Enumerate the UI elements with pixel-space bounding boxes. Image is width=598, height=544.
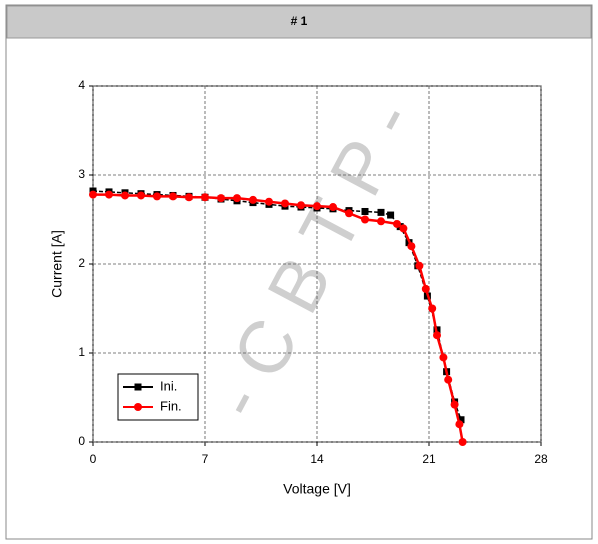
point [361, 215, 369, 224]
header-bar [6, 5, 592, 39]
point [281, 199, 289, 208]
point [399, 224, 408, 233]
x-tick-label: 14 [310, 452, 324, 466]
panel-border [5, 4, 593, 540]
point [345, 209, 353, 218]
y-tick-label: 1 [78, 345, 85, 359]
legend-marker [134, 403, 142, 411]
point [377, 208, 385, 216]
point [377, 217, 385, 226]
point [121, 191, 129, 200]
point [217, 194, 225, 203]
point [313, 202, 321, 211]
point [393, 219, 401, 228]
point [265, 197, 273, 206]
x-axis-label: Voltage [V] [283, 481, 351, 497]
x-tick-label: 28 [534, 452, 548, 466]
point [455, 420, 464, 429]
point [153, 192, 161, 201]
point [428, 304, 437, 313]
y-tick-label: 2 [78, 256, 85, 270]
point [249, 195, 257, 204]
point [329, 203, 337, 212]
point [233, 194, 241, 203]
point [185, 193, 193, 202]
point [89, 190, 97, 199]
y-tick-label: 3 [78, 167, 85, 181]
point [137, 191, 145, 200]
point [105, 190, 113, 199]
point [361, 207, 369, 215]
legend-marker [134, 383, 142, 391]
x-tick-label: 7 [202, 452, 209, 466]
point [421, 284, 430, 293]
point [450, 400, 459, 409]
legend-label: Fin. [160, 398, 182, 413]
x-tick-label: 0 [90, 452, 97, 466]
point [458, 438, 467, 446]
y-axis-label: Current [A] [49, 230, 65, 298]
legend-box [117, 373, 199, 421]
point [439, 353, 448, 362]
point [169, 192, 177, 201]
point [201, 193, 209, 202]
point [444, 375, 453, 384]
y-tick-label: 4 [78, 78, 85, 92]
point [415, 261, 424, 270]
point [297, 201, 305, 210]
legend-label: Ini. [160, 378, 177, 393]
x-tick-label: 21 [422, 452, 436, 466]
chart-title: # 1 [291, 14, 308, 28]
point [433, 331, 441, 340]
y-tick-label: 0 [78, 434, 85, 448]
point [457, 416, 465, 424]
point [387, 211, 395, 219]
point [407, 242, 416, 251]
